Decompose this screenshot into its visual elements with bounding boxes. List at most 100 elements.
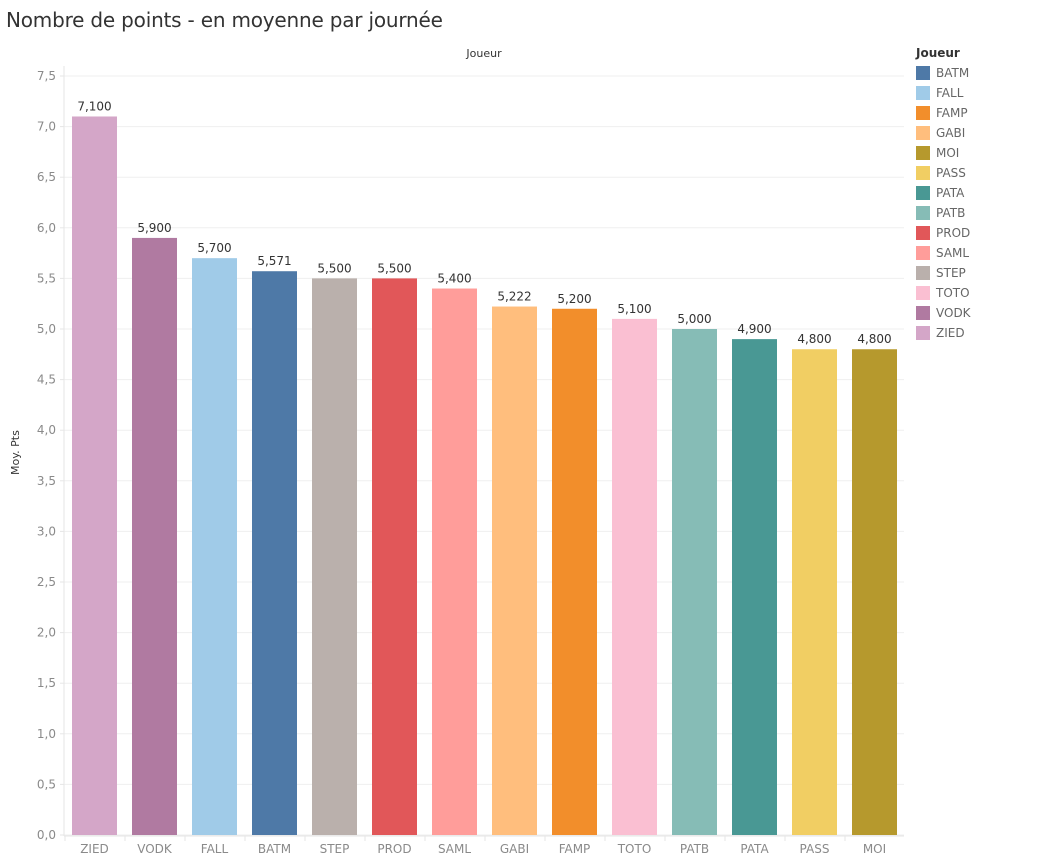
legend-swatch	[916, 66, 930, 80]
legend-item-toto[interactable]: TOTO	[916, 283, 971, 303]
bar-value-label: 5,100	[617, 302, 651, 316]
bar-pata[interactable]	[732, 339, 777, 835]
x-tick-label: TOTO	[617, 842, 652, 856]
bar-chart: 0,0 0,5 1,0 1,5 2,0 2,5 3,0 3,5 4,0 4,5 5,0 5,5 6,0 6…	[37, 66, 904, 856]
legend-item-zied[interactable]: ZIED	[916, 323, 971, 343]
y-tick-label: 3,0	[37, 524, 56, 538]
legend-swatch	[916, 246, 930, 260]
legend-swatch	[916, 106, 930, 120]
bar-vodk[interactable]	[132, 237, 177, 836]
legend-label: SAML	[936, 246, 970, 260]
bar-zied[interactable]	[72, 116, 117, 836]
legend-swatch	[916, 126, 930, 140]
y-tick-label: 2,0	[37, 626, 56, 640]
legend-swatch	[916, 226, 930, 240]
y-tick-label: 7,0	[37, 120, 56, 134]
bar-prod[interactable]	[372, 278, 417, 835]
legend-swatch	[916, 266, 930, 280]
legend-item-vodk[interactable]: VODK	[916, 303, 971, 323]
x-tick-label: PASS	[800, 842, 830, 856]
x-tick-label: VODK	[137, 842, 173, 856]
legend-item-fall[interactable]: FALL	[916, 83, 971, 103]
legend-item-saml[interactable]: SAML	[916, 243, 971, 263]
legend-label: FAMP	[936, 106, 968, 120]
legend-label: BATM	[936, 66, 970, 80]
legend-swatch	[916, 286, 930, 300]
bar-famp[interactable]	[552, 308, 597, 835]
x-tick-label: FALL	[201, 842, 229, 856]
y-tick-label: 0,0	[37, 828, 56, 842]
bar-value-label: 5,000	[677, 312, 711, 326]
bar-value-label: 7,100	[77, 99, 111, 113]
bar-value-label: 5,571	[257, 254, 291, 268]
legend-label: TOTO	[936, 286, 970, 300]
x-axis-ticks: ZIED VODK FALL BATM STEP PROD SAML GABI FAMP TOTO…	[64, 836, 886, 856]
y-tick-label: 6,0	[37, 221, 56, 235]
legend-title: Joueur	[916, 46, 960, 60]
legend-swatch	[916, 326, 930, 340]
legend-label: PATB	[936, 206, 966, 220]
gridlines	[60, 75, 904, 836]
bar-step[interactable]	[312, 278, 357, 835]
bar-batm[interactable]	[252, 271, 297, 835]
bar-value-label: 4,800	[797, 332, 831, 346]
legend-swatch	[916, 146, 930, 160]
legend-swatch	[916, 166, 930, 180]
bar-value-label: 4,900	[737, 322, 771, 336]
legend-label: STEP	[936, 266, 966, 280]
y-tick-label: 0,5	[37, 777, 56, 791]
legend-item-prod[interactable]: PROD	[916, 223, 971, 243]
legend-label: FALL	[936, 86, 964, 100]
legend-label: ZIED	[936, 326, 965, 340]
bar-value-label: 5,900	[137, 221, 171, 235]
bar-value-labels: 7,100 5,900 5,700 5,571 5,500 5,500 5,400 5,222…	[77, 99, 891, 346]
y-tick-label: 1,0	[37, 727, 56, 741]
legend-swatch	[916, 186, 930, 200]
x-tick-label: MOI	[863, 842, 886, 856]
bar-moi[interactable]	[852, 349, 897, 835]
x-tick-label: PATB	[680, 842, 709, 856]
legend-label: GABI	[936, 126, 966, 140]
y-tick-label: 7,5	[37, 69, 56, 83]
y-tick-label: 5,5	[37, 271, 56, 285]
bar-value-label: 5,700	[197, 241, 231, 255]
legend-item-moi[interactable]: MOI	[916, 143, 971, 163]
bar-value-label: 5,500	[317, 261, 351, 275]
y-tick-label: 2,5	[37, 575, 56, 589]
legend-swatch	[916, 206, 930, 220]
legend-item-patb[interactable]: PATB	[916, 203, 971, 223]
bar-saml[interactable]	[432, 288, 477, 835]
legend-item-pass[interactable]: PASS	[916, 163, 971, 183]
bar-gabi[interactable]	[492, 306, 537, 836]
legend-label: PATA	[936, 186, 965, 200]
legend-item-step[interactable]: STEP	[916, 263, 971, 283]
x-tick-label: STEP	[320, 842, 350, 856]
legend-item-pata[interactable]: PATA	[916, 183, 971, 203]
bar-value-label: 5,400	[437, 272, 471, 286]
legend-label: MOI	[936, 146, 960, 160]
bar-pass[interactable]	[792, 349, 837, 835]
legend-item-gabi[interactable]: GABI	[916, 123, 971, 143]
column-header: Joueur	[466, 47, 502, 60]
y-axis-ticks: 0,0 0,5 1,0 1,5 2,0 2,5 3,0 3,5 4,0 4,5 5,0 5,5 6,0 6…	[37, 69, 56, 842]
chart-title: Nombre de points - en moyenne par journé…	[6, 8, 443, 32]
bar-value-label: 5,200	[557, 292, 591, 306]
legend-swatch	[916, 306, 930, 320]
y-tick-label: 6,5	[37, 170, 56, 184]
bar-value-label: 5,500	[377, 261, 411, 275]
bars	[72, 116, 897, 836]
bar-fall[interactable]	[192, 258, 237, 835]
bar-patb[interactable]	[672, 329, 717, 835]
legend: Joueur BATM FALL FAMP GABI MOI PASS PATA PATB PR…	[916, 46, 971, 343]
x-tick-label: FAMP	[559, 842, 591, 856]
x-tick-label: PROD	[377, 842, 411, 856]
y-tick-label: 1,5	[37, 676, 56, 690]
legend-swatch	[916, 86, 930, 100]
legend-item-batm[interactable]: BATM	[916, 63, 971, 83]
bar-toto[interactable]	[612, 318, 657, 835]
legend-items: BATM FALL FAMP GABI MOI PASS PATA PATB PROD SAML S…	[916, 63, 971, 343]
legend-item-famp[interactable]: FAMP	[916, 103, 971, 123]
y-tick-label: 5,0	[37, 322, 56, 336]
y-tick-label: 4,5	[37, 373, 56, 387]
bar-value-label: 5,222	[497, 290, 531, 304]
